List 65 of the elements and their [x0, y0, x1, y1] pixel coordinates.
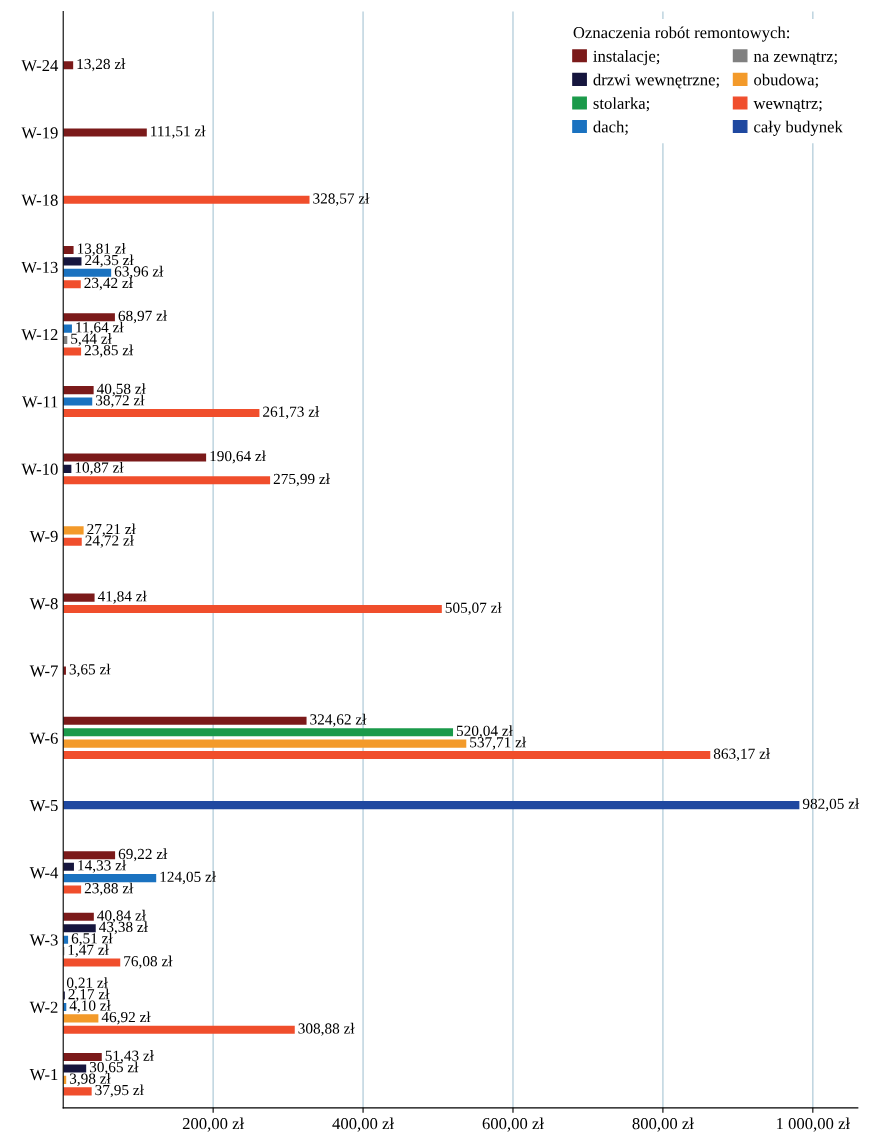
- y-tick-label: W-8: [29, 598, 58, 610]
- y-tick-label: W-6: [29, 732, 58, 744]
- y-tick-label: W-2: [29, 1001, 58, 1013]
- legend-label: drzwi wewnętrzne;: [593, 73, 719, 89]
- y-tick-label: W-13: [21, 261, 58, 274]
- data-label: 24,72 zł: [85, 534, 134, 548]
- data-label: 863,17 zł: [713, 748, 771, 762]
- data-label: 23,88 zł: [84, 882, 134, 896]
- data-label: 13,81 zł: [77, 242, 126, 256]
- x-tick-label: 600,00 zł: [482, 1117, 544, 1132]
- x-tick-label: 800,00 zł: [632, 1117, 694, 1132]
- data-label: 124,05 zł: [160, 871, 216, 885]
- y-tick-label: W-4: [29, 867, 59, 879]
- y-tick-label: W-12: [21, 329, 58, 341]
- data-label: 324,62 zł: [310, 713, 367, 727]
- data-label: 46,92 zł: [101, 1011, 151, 1025]
- y-tick-label: W-19: [21, 127, 58, 139]
- data-label: 43,38 zł: [99, 921, 148, 935]
- y-tick-label: W-7: [29, 665, 58, 677]
- legend-label: wewnątrz;: [753, 99, 822, 113]
- x-tick-label: 1 000,00 zł: [777, 1117, 851, 1132]
- data-label: 69,22 zł: [118, 848, 168, 862]
- data-label: 3,98 zł: [69, 1072, 111, 1086]
- data-label: 10,87 zł: [75, 461, 124, 475]
- data-label: 275,99 zł: [273, 473, 330, 487]
- data-label: 30,65 zł: [89, 1061, 139, 1075]
- data-label: 982,05 zł: [802, 798, 860, 812]
- data-label: 111,51 zł: [151, 125, 206, 139]
- data-label: 4,10 zł: [69, 1000, 111, 1013]
- data-label: 37,95 zł: [95, 1084, 144, 1098]
- data-label: 261,73 zł: [263, 406, 320, 420]
- y-tick-label: W-9: [29, 530, 58, 543]
- y-tick-label: W-18: [21, 194, 58, 206]
- data-label: 328,57 zł: [313, 192, 370, 206]
- legend-label: na zewnątrz;: [753, 52, 837, 65]
- data-label: 76,08 zł: [124, 955, 173, 969]
- data-label: 23,85 zł: [84, 344, 134, 358]
- data-label: 14,33 zł: [78, 859, 127, 873]
- data-label: 23,42 zł: [84, 277, 133, 291]
- data-label: 505,07 zł: [445, 602, 502, 616]
- legend-label: cały budynek: [754, 120, 843, 136]
- data-label: 51,43 zł: [105, 1050, 154, 1064]
- x-tick-label: 400,00 zł: [332, 1117, 394, 1132]
- data-label: 38,72 zł: [95, 394, 145, 408]
- legend-label: obudowa;: [754, 73, 818, 88]
- legend-title: Oznaczenia robót remontowych:: [573, 26, 790, 42]
- data-label: 13,28 zł: [77, 58, 126, 72]
- y-tick-label: W-1: [29, 1068, 58, 1081]
- legend-label: instalacje;: [593, 50, 660, 66]
- y-tick-label: W-10: [21, 463, 58, 475]
- data-label: 3,65 zł: [69, 663, 111, 677]
- legend-label: dach;: [593, 120, 628, 135]
- data-label: 308,88 zł: [298, 1022, 355, 1036]
- y-tick-label: W-3: [29, 934, 58, 946]
- legend-label: stolarka;: [593, 97, 649, 112]
- y-tick-label: W-5: [29, 800, 58, 812]
- data-label: 537,71 zł: [470, 736, 527, 750]
- y-tick-label: W-24: [21, 60, 59, 72]
- data-label: 63,96 zł: [114, 265, 164, 279]
- data-label: 41,84 zł: [97, 590, 147, 604]
- x-tick-label: 200,00 zł: [182, 1117, 245, 1132]
- data-label: 1,47 zł: [68, 944, 109, 958]
- y-tick-label: W-11: [21, 396, 58, 408]
- data-label: 190,64 zł: [210, 450, 266, 464]
- data-label: 68,97 zł: [118, 310, 168, 324]
